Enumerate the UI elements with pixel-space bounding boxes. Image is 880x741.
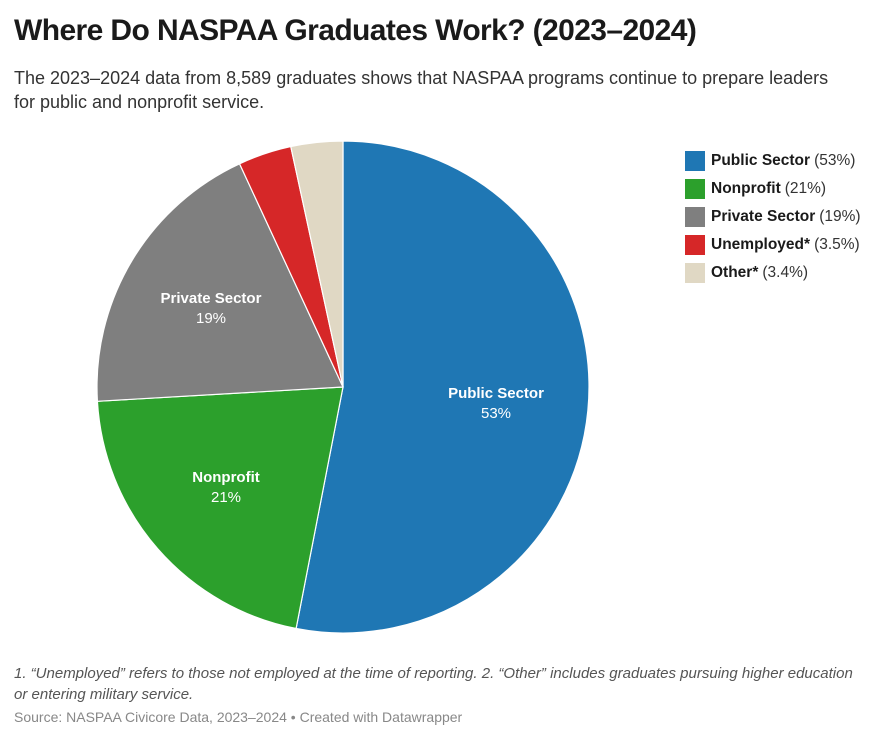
legend-item-unemployed: Unemployed* (3.5%): [685, 231, 861, 259]
pie-slices: [96, 140, 590, 634]
slice-label-nonprofit: Nonprofit 21%: [192, 469, 259, 506]
legend-value: (53%): [814, 152, 856, 169]
legend: Public Sector (53%) Nonprofit (21%) Priv…: [685, 147, 861, 287]
footnotes: 1. “Unemployed” refers to those not empl…: [14, 665, 853, 703]
slice-label-value: 19%: [196, 310, 226, 327]
legend-item-nonprofit: Nonprofit (21%): [685, 175, 861, 203]
legend-item-private-sector: Private Sector (19%): [685, 203, 861, 231]
legend-value: (3.5%): [814, 236, 860, 253]
legend-swatch: [685, 151, 705, 171]
slice-label-public-sector: Public Sector 53%: [448, 385, 544, 422]
pie-slice-nonprofit: [96, 386, 344, 630]
source-line: Source: NASPAA Civicore Data, 2023–2024 …: [14, 709, 463, 725]
legend-value: (19%): [819, 208, 861, 225]
legend-item-other: Other* (3.4%): [685, 259, 861, 287]
pie-slice-other: [290, 140, 344, 388]
legend-item-public-sector: Public Sector (53%): [685, 147, 861, 175]
slice-label-value: 53%: [481, 405, 511, 422]
chart-title: Where Do NASPAA Graduates Work? (2023–20…: [14, 14, 697, 47]
legend-swatch: [685, 179, 705, 199]
slice-label-private-sector: Private Sector 19%: [161, 290, 262, 327]
legend-value: (21%): [784, 180, 827, 197]
legend-label: Private Sector: [711, 208, 816, 225]
legend-label: Other*: [711, 264, 759, 281]
slice-label-value: 21%: [211, 489, 241, 506]
slice-label-name: Public Sector: [448, 385, 544, 402]
legend-swatch: [685, 263, 705, 283]
legend-label: Unemployed*: [711, 236, 811, 253]
pie-slice-private-sector: [96, 163, 344, 402]
legend-swatch: [685, 235, 705, 255]
legend-swatch: [685, 207, 705, 227]
legend-label: Public Sector: [711, 152, 811, 169]
chart-subtitle: The 2023–2024 data from 8,589 graduates …: [14, 68, 829, 112]
legend-label: Nonprofit: [711, 180, 781, 197]
slice-label-name: Nonprofit: [192, 469, 259, 486]
slice-label-name: Private Sector: [161, 290, 262, 307]
legend-value: (3.4%): [762, 264, 809, 281]
pie-slice-public-sector: [295, 140, 590, 634]
